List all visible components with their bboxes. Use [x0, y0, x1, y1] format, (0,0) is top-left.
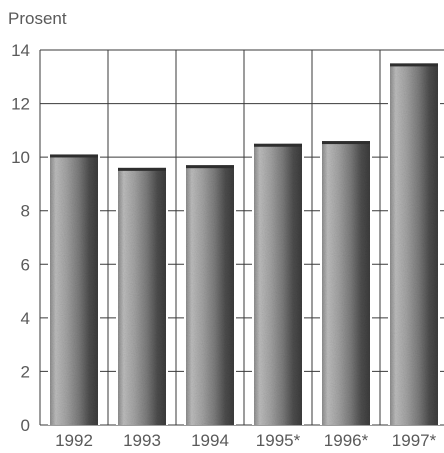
- bar-1993: [116, 165, 168, 425]
- bar: [254, 143, 302, 425]
- bar-1995*: [252, 141, 304, 425]
- y-axis-title: Prosent: [8, 9, 67, 28]
- y-tick-label: 10: [11, 148, 30, 167]
- x-tick-label: 1995*: [256, 431, 301, 450]
- x-tick-label: 1992: [55, 431, 93, 450]
- bar: [50, 154, 98, 425]
- bar-cap: [186, 165, 234, 169]
- bar: [118, 167, 166, 425]
- x-tick-label: 1996*: [324, 431, 369, 450]
- bar-1994: [184, 163, 236, 425]
- x-tick-label: 1993: [123, 431, 161, 450]
- bars: [48, 61, 440, 426]
- y-tick-label: 12: [11, 95, 30, 114]
- bar-1992: [48, 152, 100, 425]
- y-tick-label: 2: [21, 362, 30, 381]
- grid: [39, 49, 444, 426]
- y-tick-label: 0: [21, 416, 30, 435]
- x-tick-label: 1994: [191, 431, 229, 450]
- bar-cap: [50, 154, 98, 158]
- bar-1997*: [388, 61, 440, 426]
- y-tick-label: 14: [11, 41, 30, 60]
- y-tick-label: 6: [21, 255, 30, 274]
- bar-1996*: [320, 139, 372, 426]
- y-tick-label: 8: [21, 202, 30, 221]
- bar: [322, 141, 370, 426]
- bar-cap: [254, 143, 302, 147]
- bar-cap: [322, 141, 370, 145]
- x-axis: 1992 1993 1994 1995* 1996* 1997*: [55, 431, 437, 450]
- y-tick-label: 4: [21, 309, 30, 328]
- x-tick-label: 1997*: [392, 431, 437, 450]
- y-axis: 0 2 4 6 8 10 12 14: [11, 41, 30, 435]
- bar-cap: [390, 63, 438, 67]
- bar: [186, 165, 234, 425]
- bar-cap: [118, 167, 166, 171]
- bar: [390, 63, 438, 426]
